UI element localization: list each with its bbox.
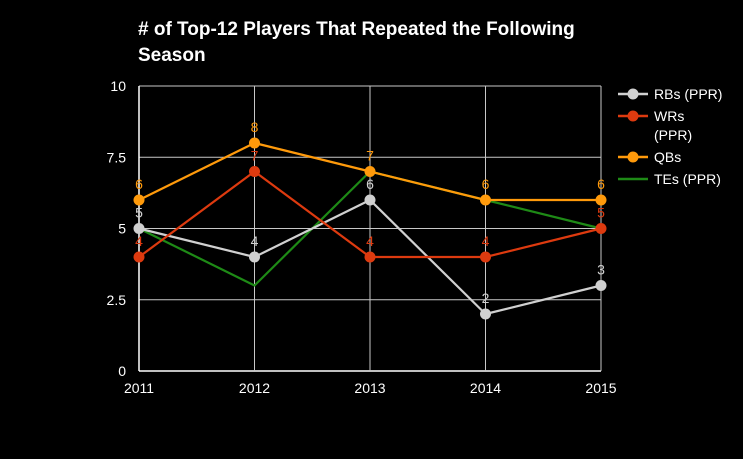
data-point-qbs: [595, 194, 607, 206]
data-point-rbs-ppr: [249, 251, 260, 263]
data-label-qbs: 7: [366, 148, 374, 164]
x-tick-label: 2014: [470, 380, 501, 396]
data-point-qbs: [364, 166, 376, 177]
data-label-wrs-ppr: 4: [135, 233, 143, 249]
legend-marker-qbs: [627, 151, 639, 163]
data-point-wrs-ppr: [480, 251, 491, 263]
series-lines: [133, 137, 607, 320]
y-tick-label: 10: [110, 78, 126, 94]
chart-title-line-2: Season: [138, 45, 206, 66]
data-label-rbs-ppr: 4: [251, 233, 259, 249]
data-label-rbs-ppr: 3: [597, 262, 605, 278]
data-label-wrs-ppr: 5: [597, 205, 605, 221]
y-axis-ticks: 0 2.5 5 7.5 10: [107, 78, 127, 379]
data-label-qbs: 6: [597, 176, 605, 192]
chart-title-line-1: # of Top-12 Players That Repeated the Fo…: [138, 19, 575, 40]
y-tick-label: 2.5: [107, 292, 127, 308]
data-point-wrs-ppr: [133, 251, 145, 263]
y-tick-label: 7.5: [107, 149, 127, 165]
data-point-qbs: [133, 194, 145, 206]
x-axis-ticks: 2011 2012 2013 2014 2015: [124, 380, 617, 396]
legend-marker-rbs-ppr: [627, 88, 639, 100]
data-point-rbs-ppr: [480, 308, 491, 320]
data-point-rbs-ppr: [364, 194, 376, 206]
y-tick-label: 5: [118, 221, 126, 237]
legend-label-qbs: QBs: [654, 149, 681, 165]
data-label-wrs-ppr: 4: [366, 233, 374, 249]
data-point-qbs: [249, 137, 260, 149]
legend-label-rbs-ppr: RBs (PPR): [654, 86, 722, 102]
data-point-wrs-ppr: [249, 166, 260, 177]
legend-item-qbs[interactable]: QBs: [618, 149, 681, 165]
legend-item-rbs-ppr[interactable]: RBs (PPR): [618, 86, 722, 102]
x-tick-label: 2011: [124, 380, 154, 396]
data-label-rbs-ppr: 5: [135, 205, 143, 221]
x-tick-label: 2012: [239, 380, 270, 396]
data-label-rbs-ppr: 2: [482, 290, 490, 306]
data-label-rbs-ppr: 6: [366, 176, 374, 192]
legend-marker-wrs-ppr: [627, 110, 639, 122]
legend-label-wrs-ppr: WRs: [654, 108, 684, 124]
legend-item-tes-ppr[interactable]: TEs (PPR): [618, 171, 721, 187]
legend-item-wrs-ppr[interactable]: WRs (PPR): [618, 108, 692, 143]
data-point-wrs-ppr: [595, 223, 607, 234]
data-point-qbs: [480, 194, 491, 206]
data-label-qbs: 6: [135, 176, 143, 192]
legend-label-tes-ppr: TEs (PPR): [654, 171, 721, 187]
data-labels: 5 4 6 2 3 4 7 4 4 5 6 8 7 6 6: [135, 119, 605, 306]
legend[interactable]: RBs (PPR) WRs (PPR) QBs TEs (PPR): [618, 86, 722, 187]
grid: [138, 85, 602, 372]
data-label-qbs: 8: [251, 119, 259, 135]
data-point-rbs-ppr: [133, 223, 145, 234]
x-tick-label: 2013: [354, 380, 385, 396]
data-label-wrs-ppr: 4: [482, 233, 490, 249]
y-tick-label: 0: [118, 363, 126, 379]
data-point-rbs-ppr: [595, 280, 607, 291]
x-tick-label: 2015: [585, 380, 616, 396]
data-label-qbs: 6: [482, 176, 490, 192]
data-label-wrs-ppr: 7: [251, 148, 259, 164]
data-point-wrs-ppr: [364, 251, 376, 263]
legend-label-wrs-ppr: (PPR): [654, 127, 692, 143]
chart-title: # of Top-12 Players That Repeated the Fo…: [138, 19, 575, 66]
